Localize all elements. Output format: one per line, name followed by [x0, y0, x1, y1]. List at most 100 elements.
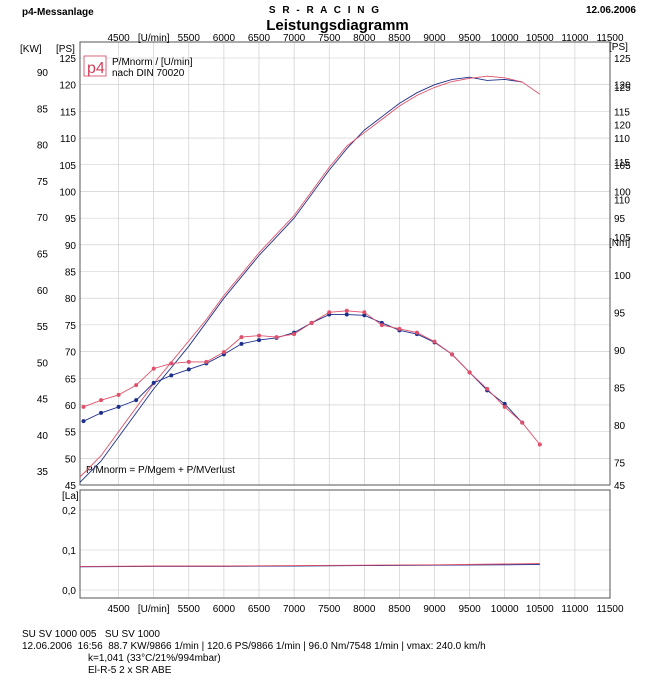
- torque-data-point: [239, 335, 244, 340]
- x-tick-label: 10500: [526, 33, 554, 44]
- kw-tick-label: 35: [37, 467, 49, 478]
- ps-left-tick-label: 115: [60, 107, 76, 118]
- nm-right-axis-unit: [Nm]: [609, 238, 630, 249]
- ps-right-tick-label: 100: [614, 187, 631, 198]
- ps-left-tick-label: 80: [65, 294, 77, 305]
- torque-data-point: [151, 366, 156, 371]
- ps-left-tick-label: 70: [65, 348, 77, 359]
- ps-left-tick-label: 85: [65, 268, 77, 279]
- torque-data-point: [81, 419, 86, 424]
- x-tick-label: 9500: [458, 604, 481, 615]
- x-tick-label: 7500: [318, 604, 341, 615]
- kw-tick-label: 75: [37, 177, 49, 188]
- torque-data-point: [257, 333, 262, 338]
- ps-left-tick-label: 65: [65, 374, 77, 385]
- nm-tick-label: 125: [614, 83, 631, 94]
- footer-line-2: 12.06.2006 16:56 88.7 KW/9866 1/min | 12…: [22, 641, 486, 652]
- footer-run-id: SU SV 1000 005: [22, 629, 97, 640]
- ps-left-axis-unit: [PS]: [56, 44, 75, 55]
- torque-data-point: [397, 326, 402, 331]
- torque-data-point: [274, 335, 279, 340]
- footer-results: 88.7 KW/9866 1/min | 120.6 PS/9866 1/min…: [108, 641, 486, 652]
- x-tick-label: 11500: [596, 604, 624, 615]
- nm-tick-label: 80: [614, 421, 626, 432]
- torque-data-point: [134, 398, 139, 403]
- ps-left-tick-label: 105: [59, 161, 76, 172]
- x-tick-label: 8500: [388, 604, 411, 615]
- ps-right-tick-label: 105: [614, 161, 631, 172]
- torque-data-point: [204, 359, 209, 364]
- torque-data-point: [99, 410, 104, 415]
- x-tick-label: 6000: [213, 33, 236, 44]
- nm-tick-label: 75: [614, 458, 626, 469]
- lambda-series-line: [79, 563, 540, 567]
- torque-data-point: [221, 350, 226, 355]
- nm-tick-label: 90: [614, 346, 626, 357]
- page-title: Leistungsdiagramm: [266, 17, 409, 34]
- main-plot-frame: [79, 41, 611, 486]
- torque-data-point: [151, 380, 156, 385]
- x-tick-label: 10000: [491, 33, 519, 44]
- torque-data-point: [344, 308, 349, 313]
- legend-line-2: nach DIN 70020: [112, 68, 185, 79]
- formula-note: P/Mnorm = P/Mgem + P/MVerlust: [86, 465, 235, 476]
- torque-data-point: [344, 312, 349, 317]
- x-tick-label: 6500: [248, 604, 271, 615]
- x-tick-label: 8500: [388, 33, 411, 44]
- x-tick-label: 4500: [107, 604, 130, 615]
- power-series-line: [79, 75, 541, 478]
- lambda-chart-grid: [80, 490, 611, 598]
- ps-right-tick-label: 120: [614, 81, 631, 92]
- ps-left-tick-label: 50: [65, 454, 77, 465]
- nm-tick-label: 45: [614, 481, 626, 492]
- x-tick-label: 8000: [353, 33, 376, 44]
- power-series-line: [79, 76, 523, 483]
- torque-data-point: [520, 420, 525, 425]
- torque-data-point: [116, 404, 121, 409]
- x-tick-label: 7000: [283, 33, 306, 44]
- x-tick-label: 11000: [561, 33, 589, 44]
- legend: p4 P/Mnorm / [U/min] nach DIN 70020: [83, 55, 193, 79]
- x-tick-label: 5500: [178, 33, 201, 44]
- x-tick-label: 11500: [596, 33, 624, 44]
- lambda-tick-label: 0,1: [62, 546, 76, 557]
- x-tick-label: [U/min]: [138, 604, 170, 615]
- ps-right-axis-unit: [PS]: [609, 42, 628, 53]
- kw-tick-label: 80: [37, 141, 49, 152]
- nm-tick-label: 115: [614, 158, 630, 169]
- nm-tick-label: 100: [614, 271, 631, 282]
- nm-tick-label: 85: [614, 383, 626, 394]
- torque-data-point: [186, 359, 191, 364]
- header-date: 12.06.2006: [585, 5, 636, 16]
- kw-tick-label: 85: [37, 104, 49, 115]
- x-tick-label: 10000: [491, 604, 519, 615]
- torque-data-point: [292, 332, 297, 337]
- torque-data-point: [169, 361, 174, 366]
- torque-data-point: [309, 320, 314, 325]
- torque-data-point: [537, 442, 542, 447]
- torque-data-point: [485, 386, 490, 391]
- footer-correction: k=1,041 (33°C/21%/994mbar): [88, 653, 221, 664]
- ps-right-tick-label: 95: [614, 214, 626, 225]
- x-tick-label: 9500: [458, 33, 481, 44]
- x-tick-label: 4500: [107, 33, 130, 44]
- ps-left-tick-label: 75: [65, 321, 77, 332]
- x-tick-label: 6500: [248, 33, 271, 44]
- main-chart-grid: [80, 42, 611, 485]
- ps-left-tick-label: 95: [65, 214, 77, 225]
- torque-data-point: [239, 341, 244, 346]
- torque-data-point: [169, 373, 174, 378]
- kw-tick-label: 65: [37, 249, 49, 260]
- torque-data-point: [327, 310, 332, 315]
- ps-left-tick-label: 100: [59, 187, 76, 198]
- x-tick-label: 5500: [178, 604, 201, 615]
- lambda-tick-label: 0,0: [62, 586, 76, 597]
- nm-tick-label: 110: [614, 196, 630, 207]
- torque-data-point: [467, 370, 472, 375]
- x-tick-label: 6000: [213, 604, 236, 615]
- x-tick-label: 7500: [318, 33, 341, 44]
- torque-data-point: [81, 404, 86, 409]
- torque-data-point: [432, 339, 437, 344]
- kw-tick-label: 45: [37, 395, 49, 406]
